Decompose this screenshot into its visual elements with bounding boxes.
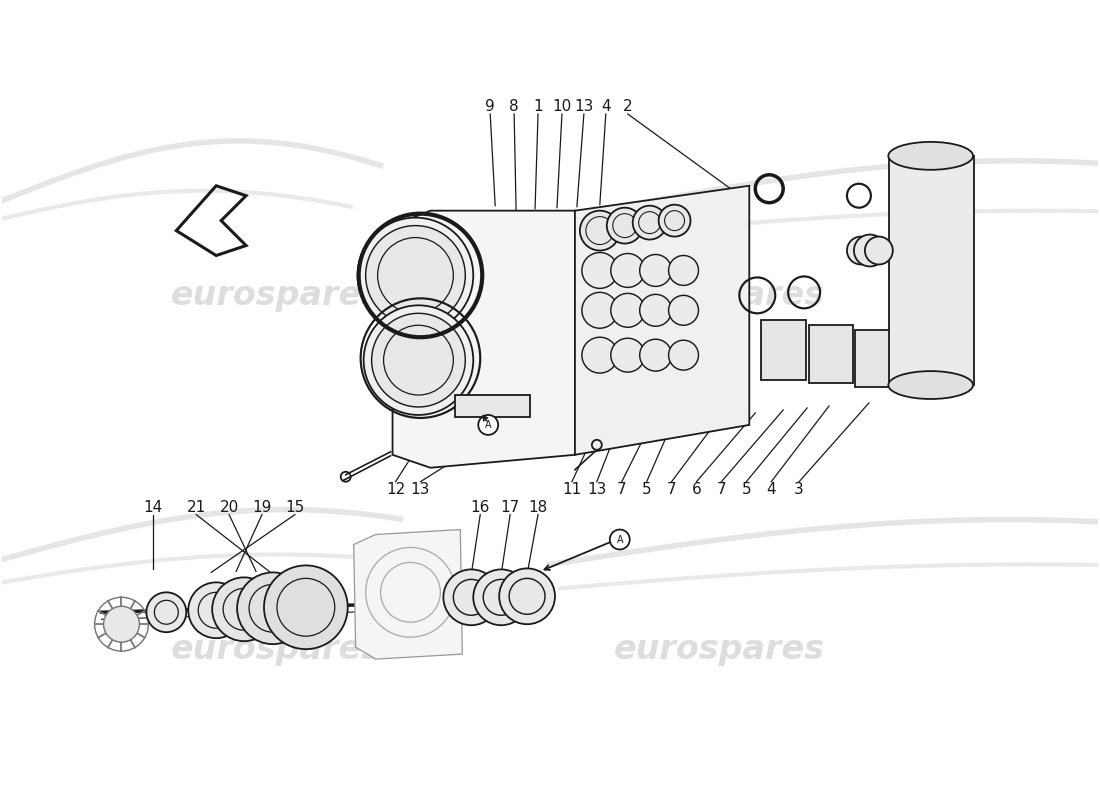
Circle shape — [478, 415, 498, 435]
Circle shape — [582, 253, 618, 288]
Text: 7: 7 — [667, 482, 676, 497]
Text: 11: 11 — [562, 482, 582, 497]
Circle shape — [640, 294, 672, 326]
Text: 5: 5 — [642, 482, 651, 497]
Circle shape — [212, 578, 276, 641]
Polygon shape — [354, 530, 462, 659]
Circle shape — [364, 306, 473, 415]
Circle shape — [580, 210, 619, 250]
Text: eurospares: eurospares — [614, 279, 825, 312]
Bar — [761, 320, 806, 380]
Text: 17: 17 — [500, 500, 520, 515]
Circle shape — [372, 314, 465, 407]
Circle shape — [640, 339, 672, 371]
Circle shape — [854, 234, 886, 266]
Circle shape — [499, 569, 556, 624]
Ellipse shape — [889, 142, 974, 170]
Circle shape — [358, 218, 473, 334]
Circle shape — [632, 206, 667, 239]
Ellipse shape — [889, 371, 974, 399]
Circle shape — [609, 530, 629, 550]
Circle shape — [640, 254, 672, 286]
Polygon shape — [575, 186, 749, 455]
Text: 4: 4 — [767, 482, 775, 497]
Circle shape — [103, 606, 140, 642]
Circle shape — [865, 237, 893, 265]
Bar — [810, 326, 853, 383]
Circle shape — [146, 592, 186, 632]
Text: 18: 18 — [528, 500, 548, 515]
Text: eurospares: eurospares — [170, 279, 382, 312]
Text: 9: 9 — [485, 98, 495, 114]
Circle shape — [607, 208, 642, 243]
Text: eurospares: eurospares — [170, 633, 382, 666]
Text: 3: 3 — [794, 482, 804, 497]
Text: A: A — [485, 420, 492, 430]
Circle shape — [669, 340, 698, 370]
Text: 7: 7 — [617, 482, 627, 497]
Text: 13: 13 — [410, 482, 430, 497]
Text: 1: 1 — [534, 98, 543, 114]
Text: eurospares: eurospares — [614, 633, 825, 666]
Circle shape — [669, 255, 698, 286]
Circle shape — [582, 338, 618, 373]
Circle shape — [264, 566, 348, 649]
Text: 16: 16 — [471, 500, 490, 515]
Circle shape — [847, 237, 874, 265]
Bar — [455, 395, 530, 417]
Bar — [889, 156, 974, 385]
Circle shape — [443, 570, 499, 626]
Circle shape — [582, 292, 618, 328]
Circle shape — [659, 205, 691, 237]
Bar — [855, 330, 898, 387]
Text: 2: 2 — [623, 98, 632, 114]
Text: 15: 15 — [285, 500, 305, 515]
Circle shape — [610, 338, 645, 372]
Text: 10: 10 — [552, 98, 572, 114]
Text: 13: 13 — [587, 482, 606, 497]
Text: 5: 5 — [741, 482, 751, 497]
Circle shape — [473, 570, 529, 626]
Text: 8: 8 — [509, 98, 519, 114]
Text: 4: 4 — [601, 98, 610, 114]
Text: 6: 6 — [692, 482, 702, 497]
Text: 21: 21 — [187, 500, 206, 515]
Text: 12: 12 — [386, 482, 405, 497]
Circle shape — [669, 295, 698, 326]
Circle shape — [610, 294, 645, 327]
Circle shape — [610, 254, 645, 287]
Text: 7: 7 — [716, 482, 726, 497]
Circle shape — [365, 226, 465, 326]
Circle shape — [188, 582, 244, 638]
Text: 14: 14 — [144, 500, 163, 515]
Polygon shape — [393, 210, 575, 468]
Text: 20: 20 — [220, 500, 239, 515]
Text: 19: 19 — [252, 500, 272, 515]
Circle shape — [238, 572, 309, 644]
Text: 13: 13 — [574, 98, 594, 114]
Text: A: A — [616, 534, 623, 545]
